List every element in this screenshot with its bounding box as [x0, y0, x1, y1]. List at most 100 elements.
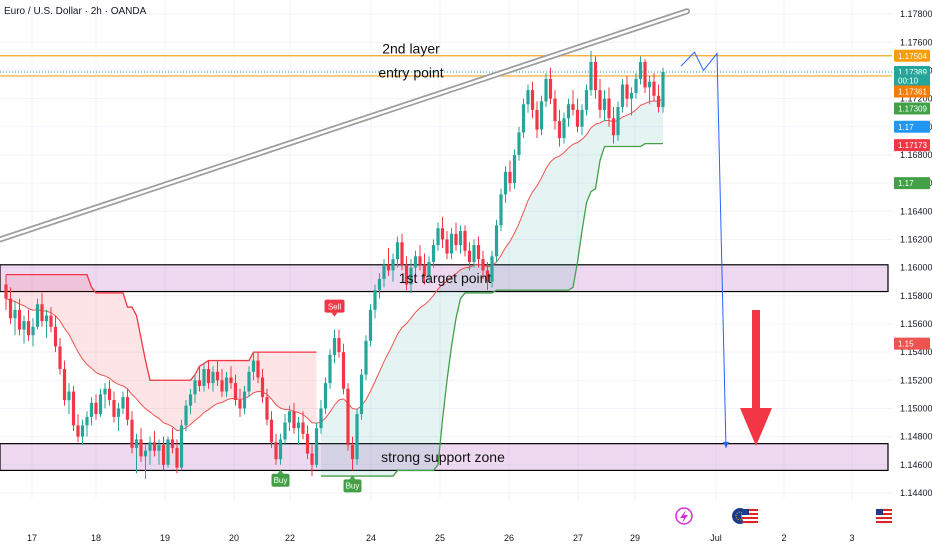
price-axis[interactable]: 1.178001.176001.174001.172001.170001.168… [892, 0, 932, 550]
annotations: 2nd layer entry point 1st target point stro… [378, 41, 505, 466]
candle-body [71, 391, 76, 426]
candle-body [193, 380, 197, 395]
candle-body [359, 374, 364, 415]
y-tick-label: 1.17600 [900, 37, 932, 47]
candle-body [116, 408, 121, 417]
candle-body [319, 408, 323, 429]
candle-body [157, 445, 161, 451]
candle-body [382, 264, 386, 279]
candle-body [130, 419, 134, 448]
candles [4, 50, 665, 479]
sell-signal-pointer [331, 312, 338, 317]
candle-body [445, 239, 449, 254]
candle-body [476, 245, 481, 260]
cloud-band [5, 98, 664, 477]
price-badge [894, 337, 930, 350]
candle-body [62, 369, 67, 400]
candle-body [472, 245, 476, 262]
candle-body [98, 394, 103, 415]
y-tick-label: 1.16400 [900, 206, 932, 216]
candle-body [202, 369, 206, 386]
us-flag-icon[interactable] [875, 507, 893, 525]
y-tick-label: 1.14400 [900, 488, 932, 498]
candle-body [152, 442, 157, 451]
candle-body [260, 377, 265, 398]
candle-body [598, 90, 602, 110]
us-flag-icon[interactable] [741, 507, 759, 525]
price-lines [0, 55, 892, 77]
candle-body [80, 425, 85, 437]
candle-body [589, 61, 593, 91]
x-tick-label: 17 [27, 533, 37, 543]
candle-body [517, 132, 521, 155]
candle-body [386, 264, 391, 271]
candle-body [233, 383, 238, 400]
candle-body [625, 84, 629, 99]
candle-body [422, 264, 427, 277]
projection [680, 51, 729, 448]
price-badge [894, 120, 930, 133]
price-badge [894, 102, 930, 115]
candle-body [13, 309, 17, 319]
candle-body [4, 284, 8, 299]
price-badge-label: 00:10 [898, 76, 919, 85]
candle-body [296, 422, 301, 429]
candle-body [206, 369, 211, 384]
candle-body [629, 92, 634, 99]
y-tick-label: 1.16000 [900, 263, 932, 273]
candle-body [67, 391, 71, 400]
candle-body [512, 154, 517, 184]
lightning-icon[interactable] [675, 507, 693, 525]
candle-body [593, 61, 598, 91]
y-tick-label: 1.15800 [900, 291, 932, 301]
candle-body [584, 90, 589, 110]
buy-signal-badge [271, 473, 290, 487]
candle-body [40, 304, 44, 322]
candle-body [224, 377, 229, 392]
candle-body [49, 315, 53, 327]
signals: Sell Buy Buy [271, 299, 362, 493]
candle-body [53, 326, 58, 347]
target-zone-label: 1st target point [399, 270, 492, 286]
candle-body [436, 228, 440, 246]
candle-body [125, 397, 130, 420]
candle-body [454, 233, 458, 246]
candle-body [197, 380, 202, 386]
candle-body [256, 360, 260, 378]
trendline[interactable] [0, 8, 690, 243]
candle-body [544, 78, 548, 102]
time-axis[interactable]: 17 18 19 20 22 24 25 26 27 29 Jul 2 3 [0, 500, 892, 550]
x-tick-label: 26 [504, 533, 514, 543]
candle-body [427, 261, 431, 277]
candle-body [490, 256, 494, 282]
candle-body [526, 90, 530, 105]
time-axis-bg [0, 500, 892, 550]
x-tick-label: 18 [91, 533, 101, 543]
candle-body [575, 109, 580, 127]
candle-body [283, 422, 287, 440]
projection-arrowhead [723, 441, 729, 448]
candle-body [247, 371, 251, 392]
candle-body [58, 346, 62, 370]
candle-body [274, 442, 278, 460]
price-badge-label: 1.17361 [898, 88, 927, 97]
candle-body [607, 98, 611, 119]
price-badge-label: 1.17 [898, 123, 914, 132]
down-arrow-icon [740, 310, 772, 446]
x-tick-label: 27 [573, 533, 583, 543]
candle-body [211, 371, 215, 384]
candle-body [346, 388, 350, 446]
candle-body [179, 425, 184, 468]
candle-body [292, 411, 296, 429]
y-tick-label: 1.17200 [900, 94, 932, 104]
price-badge-label: 1.17389 [898, 68, 927, 77]
price-badge [894, 85, 930, 98]
candle-body [602, 98, 607, 110]
y-tick-label: 1.17800 [900, 9, 932, 19]
candle-body [94, 402, 98, 415]
candle-body [121, 397, 125, 409]
candle-body [265, 397, 269, 420]
candle-body [220, 380, 224, 392]
candle-body [467, 250, 472, 262]
